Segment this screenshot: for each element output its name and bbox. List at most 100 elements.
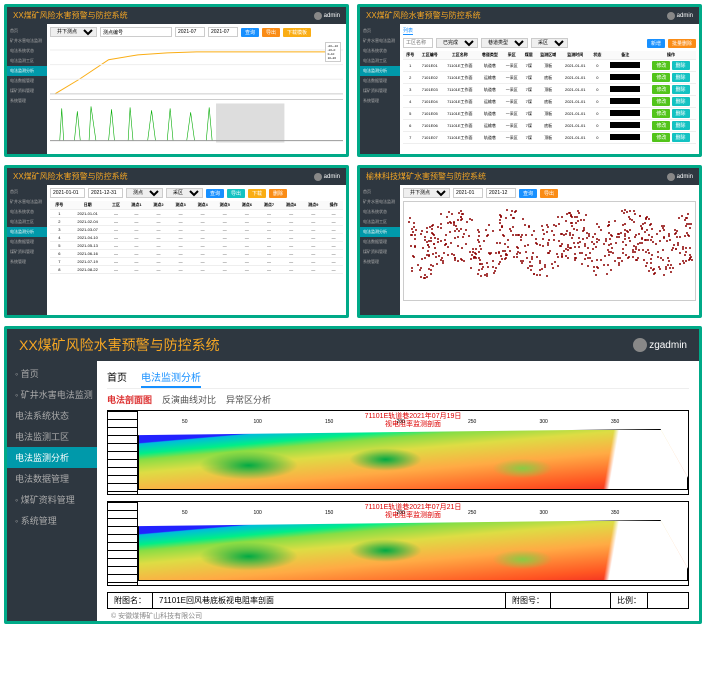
edit-button[interactable]: 修改 — [652, 121, 670, 130]
filter-point[interactable]: 测点 — [126, 188, 163, 198]
del-button[interactable]: 删除 — [672, 121, 690, 130]
sidebar-item[interactable]: 系统管理 — [360, 257, 400, 267]
sidebar-item[interactable]: 矿井水害电法监测 — [7, 36, 47, 46]
sidebar-item[interactable]: 电法系统状态 — [7, 46, 47, 56]
sidebar-item[interactable]: 电法监测分析 — [7, 66, 47, 76]
scatter-point — [414, 238, 416, 240]
sidebar-item[interactable]: 电法数据管理 — [7, 76, 47, 86]
del-button[interactable]: 删除 — [672, 133, 690, 142]
sidebar-item[interactable]: 煤矿资料管理 — [360, 86, 400, 96]
filter-point[interactable]: 井下测点 — [403, 188, 450, 198]
sidebar-item[interactable]: 电法数据管理 — [360, 76, 400, 86]
date-to[interactable] — [208, 27, 238, 37]
sidebar-item-5[interactable]: 电法数据管理 — [7, 468, 97, 489]
sidebar-item[interactable]: 电法系统状态 — [7, 207, 47, 217]
tab-list[interactable]: 列表 — [403, 27, 413, 35]
scatter-point — [629, 229, 631, 231]
sidebar-item[interactable]: 电法监测工区 — [7, 56, 47, 66]
sidebar-item[interactable]: 煤矿资料管理 — [7, 247, 47, 257]
date-to[interactable] — [486, 188, 516, 198]
edit-button[interactable]: 修改 — [652, 61, 670, 70]
subtab-inversion[interactable]: 反演曲线对比 — [162, 393, 216, 406]
table-row: 27101E0271101E工作面运输巷一采区7煤底板2021-01-010修改… — [403, 72, 696, 84]
sidebar-item-3[interactable]: 电法监测工区 — [7, 426, 97, 447]
filter-status[interactable]: 已完成 — [436, 38, 478, 48]
filter-input[interactable] — [100, 27, 172, 37]
sidebar-item[interactable]: 矿井水害电法监测 — [7, 197, 47, 207]
sidebar-item[interactable]: 矿井水害电法监测 — [360, 197, 400, 207]
filter-area[interactable]: 采区 — [166, 188, 203, 198]
sidebar-item[interactable]: 首页 — [360, 187, 400, 197]
filter-select[interactable]: 井下测点 — [50, 27, 97, 37]
scatter-point — [501, 258, 503, 260]
sidebar-item[interactable]: 电法数据管理 — [7, 237, 47, 247]
sidebar-item[interactable]: 电法监测分析 — [360, 66, 400, 76]
export-button[interactable]: 导出 — [540, 189, 558, 198]
filter-type[interactable]: 巷道类型 — [481, 38, 528, 48]
date-from[interactable] — [453, 188, 483, 198]
user-badge[interactable]: zgadmin — [633, 338, 687, 352]
scatter-point — [606, 273, 608, 275]
search-button[interactable]: 查询 — [519, 189, 537, 198]
subtab-anomaly[interactable]: 异常区分析 — [226, 393, 271, 406]
edit-button[interactable]: 修改 — [652, 73, 670, 82]
search-button[interactable]: 查询 — [206, 189, 224, 198]
sidebar-item[interactable]: 电法监测工区 — [360, 56, 400, 66]
sidebar-item-4[interactable]: 电法监测分析 — [7, 447, 97, 468]
del-button[interactable]: 删除 — [672, 85, 690, 94]
sidebar-item-0[interactable]: ◦ 首页 — [7, 363, 97, 384]
template-button[interactable]: 下载模板 — [283, 28, 311, 37]
sidebar-item[interactable]: 电法系统状态 — [360, 207, 400, 217]
del-button[interactable]: 删除 — [672, 61, 690, 70]
sidebar-item-7[interactable]: ◦ 系统管理 — [7, 510, 97, 531]
tab-analysis[interactable]: 电法监测分析 — [141, 367, 201, 388]
scatter-point — [583, 219, 585, 221]
sidebar-item[interactable]: 电法监测分析 — [7, 227, 47, 237]
export-button[interactable]: 导出 — [262, 28, 280, 37]
filter-name[interactable] — [403, 38, 433, 48]
date-to[interactable] — [88, 188, 123, 198]
user-badge[interactable]: admin — [314, 12, 340, 20]
filter-area[interactable]: 采区 — [531, 38, 568, 48]
download-button[interactable]: 下载 — [248, 189, 266, 198]
date-from[interactable] — [175, 27, 205, 37]
scatter-point — [475, 257, 477, 259]
sidebar-item[interactable]: 电法监测工区 — [7, 217, 47, 227]
sidebar-item-2[interactable]: 电法系统状态 — [7, 405, 97, 426]
tab-home[interactable]: 首页 — [107, 367, 127, 388]
del-button[interactable]: 删除 — [672, 109, 690, 118]
sidebar-item[interactable]: 电法监测分析 — [360, 227, 400, 237]
delete-button[interactable]: 删除 — [269, 189, 287, 198]
sidebar-item[interactable]: 电法数据管理 — [360, 237, 400, 247]
sidebar-item[interactable]: 煤矿资料管理 — [7, 86, 47, 96]
scatter-point — [520, 239, 522, 241]
sidebar-item[interactable]: 系统管理 — [7, 96, 47, 106]
sidebar-item[interactable]: 电法监测工区 — [360, 217, 400, 227]
sidebar-item-6[interactable]: ◦ 煤矿资料管理 — [7, 489, 97, 510]
date-from[interactable] — [50, 188, 85, 198]
export-button[interactable]: 导出 — [227, 189, 245, 198]
sidebar-item[interactable]: 系统管理 — [360, 96, 400, 106]
batch-delete-button[interactable]: 批量删除 — [668, 39, 696, 48]
sidebar-item[interactable]: 系统管理 — [7, 257, 47, 267]
sidebar-item-1[interactable]: ◦ 矿井水害电法监测 — [7, 384, 97, 405]
edit-button[interactable]: 修改 — [652, 85, 670, 94]
scatter-point — [463, 260, 465, 262]
sidebar-item[interactable]: 矿井水害电法监测 — [360, 36, 400, 46]
edit-button[interactable]: 修改 — [652, 133, 670, 142]
del-button[interactable]: 删除 — [672, 97, 690, 106]
sidebar-item[interactable]: 首页 — [7, 26, 47, 36]
edit-button[interactable]: 修改 — [652, 97, 670, 106]
redacted — [610, 62, 640, 68]
subtab-section[interactable]: 电法剖面图 — [107, 393, 152, 406]
edit-button[interactable]: 修改 — [652, 109, 670, 118]
add-button[interactable]: 新增 — [647, 39, 665, 48]
sidebar-item[interactable]: 煤矿资料管理 — [360, 247, 400, 257]
scatter-point — [492, 266, 494, 268]
sidebar-item[interactable]: 首页 — [360, 26, 400, 36]
search-button[interactable]: 查询 — [241, 28, 259, 37]
sidebar-item[interactable]: 电法系统状态 — [360, 46, 400, 56]
scatter-point — [647, 249, 649, 251]
sidebar-item[interactable]: 首页 — [7, 187, 47, 197]
del-button[interactable]: 删除 — [672, 73, 690, 82]
